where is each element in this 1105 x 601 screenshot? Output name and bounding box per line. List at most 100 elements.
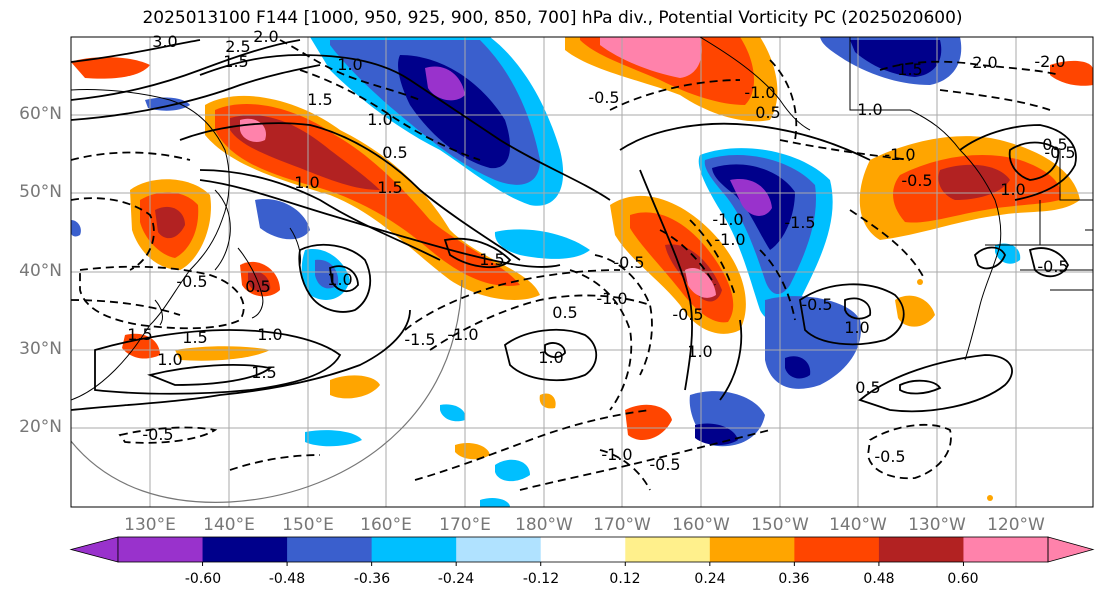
contour-label: 1.5 (377, 178, 402, 197)
colorbar-tick-label: -0.24 (437, 571, 475, 587)
lon-label-160e: 160°E (360, 515, 412, 535)
colorbar-tick-label: -0.12 (522, 571, 560, 587)
contour-label: 2.5 (225, 37, 250, 56)
colorbar-swatch (202, 537, 288, 562)
contour-label: 1.0 (1000, 180, 1025, 199)
colorbar-swatch (287, 537, 373, 562)
contour-label: -1.5 (404, 330, 435, 349)
contour-label: 2.0 (253, 27, 278, 46)
contour-label: 1.5 (182, 328, 207, 347)
contour-label: -0.5 (613, 253, 644, 272)
colorbar-tick-label: 0.36 (778, 571, 810, 587)
colorbar (69, 536, 1095, 566)
contour-label: 1.0 (294, 173, 319, 192)
colorbar-tick-label: -0.60 (184, 571, 222, 587)
contour-label: -1.0 (884, 145, 915, 164)
contour-label: -1.0 (744, 83, 775, 102)
contour-label: -0.5 (176, 272, 207, 291)
colorbar-tick-label: 0.60 (947, 571, 979, 587)
colorbar-tick-label: 0.12 (609, 571, 641, 587)
contour-label: 1.0 (367, 110, 392, 129)
contour-label: 1.0 (337, 55, 362, 74)
colorbar-swatch (709, 537, 795, 562)
contour-label: 0.5 (552, 303, 577, 322)
contour-label: -1.0 (596, 289, 627, 308)
colorbar-swatch (963, 537, 1049, 562)
colorbar-swatch (456, 537, 542, 562)
lat-label-50: 50°N (19, 182, 62, 202)
contour-label: 1.5 (251, 363, 276, 382)
coastlines (71, 37, 1093, 401)
lon-label-150e: 150°E (282, 515, 334, 535)
colorbar-tick-label: -0.36 (353, 571, 391, 587)
colorbar-swatch (540, 537, 626, 562)
chart-title: 2025013100 F144 [1000, 950, 925, 900, 85… (142, 8, 963, 28)
colorbar-swatch (878, 537, 964, 562)
contour-label: 1.0 (844, 318, 869, 337)
contour-label: -0.5 (901, 171, 932, 190)
contour-label: -1.0 (447, 325, 478, 344)
contour-label: 3.0 (152, 32, 177, 51)
contour-label: 1.5 (223, 52, 248, 71)
colorbar-extend-min (69, 536, 119, 563)
contour-label: 0.5 (755, 103, 780, 122)
contour-label: -0.5 (874, 447, 905, 466)
contour-label: -1.0 (714, 230, 745, 249)
contour-label: -0.5 (801, 295, 832, 314)
contour-label: -0.5 (142, 425, 173, 444)
colorbar-outline (117, 536, 1049, 563)
colorbar-tick-label: 0.48 (863, 571, 895, 587)
lon-label-140e: 140°E (203, 515, 255, 535)
range-circle (71, 279, 463, 503)
colorbar-swatch (625, 537, 711, 562)
colorbar-tick-label: -0.48 (268, 571, 306, 587)
contour-label: -0.5 (672, 305, 703, 324)
contour-label: 1.0 (327, 270, 352, 289)
contours-positive (71, 39, 1077, 413)
contours-negative (71, 39, 1061, 491)
contour-label: -0.5 (1044, 143, 1075, 162)
lon-label-120w: 120°W (987, 515, 1045, 535)
contour-label: -0.5 (1037, 257, 1068, 276)
contour-label: 1.0 (538, 348, 563, 367)
contour-label: 1.5 (479, 250, 504, 269)
lat-label-20: 20°N (19, 417, 62, 437)
lon-label-130w: 130°W (908, 515, 966, 535)
lat-label-40: 40°N (19, 261, 62, 281)
contour-labels: 3.0 2.51.52.01.01.01.50.51.51.0-0.5 0.51.0… (127, 27, 1075, 474)
contour-label: 0.5 (382, 143, 407, 162)
contour-label: 0.5 (245, 277, 270, 296)
contour-label: 1.0 (857, 100, 882, 119)
lon-label-160w: 160°W (672, 515, 730, 535)
contour-label: -1.5 (784, 213, 815, 232)
lon-label-180w: 180°W (515, 515, 573, 535)
lon-label-130e: 130°E (124, 515, 176, 535)
contour-label: 1.0 (687, 342, 712, 361)
contour-label: -0.5 (649, 455, 680, 474)
contour-label: -2.0 (1034, 52, 1065, 71)
lon-label-150w: 150°W (751, 515, 809, 535)
lat-label-30: 30°N (19, 339, 62, 359)
map-frame (70, 36, 1094, 508)
contour-label: 0.5 (1042, 135, 1067, 154)
contour-label: 2.0 (972, 53, 997, 72)
lon-label-140w: 140°W (829, 515, 887, 535)
contour-label: 1.5 (897, 60, 922, 79)
contour-label: 1.5 (127, 325, 152, 344)
shaded-field (71, 37, 1093, 507)
contour-label: -1.0 (712, 210, 743, 229)
colorbar-swatch (794, 537, 880, 562)
colorbar-extend-max (1047, 536, 1095, 563)
contour-label: 0.5 (855, 378, 880, 397)
colorbar-tick-label: 0.24 (694, 571, 726, 587)
colorbar-swatch (371, 537, 457, 562)
contour-label: 1.0 (257, 325, 282, 344)
contour-label: 1.5 (307, 90, 332, 109)
lon-label-170e: 170°E (439, 515, 491, 535)
lon-label-170w: 170°W (593, 515, 651, 535)
contour-label: -1.0 (601, 445, 632, 464)
lat-label-60: 60°N (19, 104, 62, 124)
contour-label: 1.0 (157, 350, 182, 369)
colorbar-swatch (118, 537, 204, 562)
